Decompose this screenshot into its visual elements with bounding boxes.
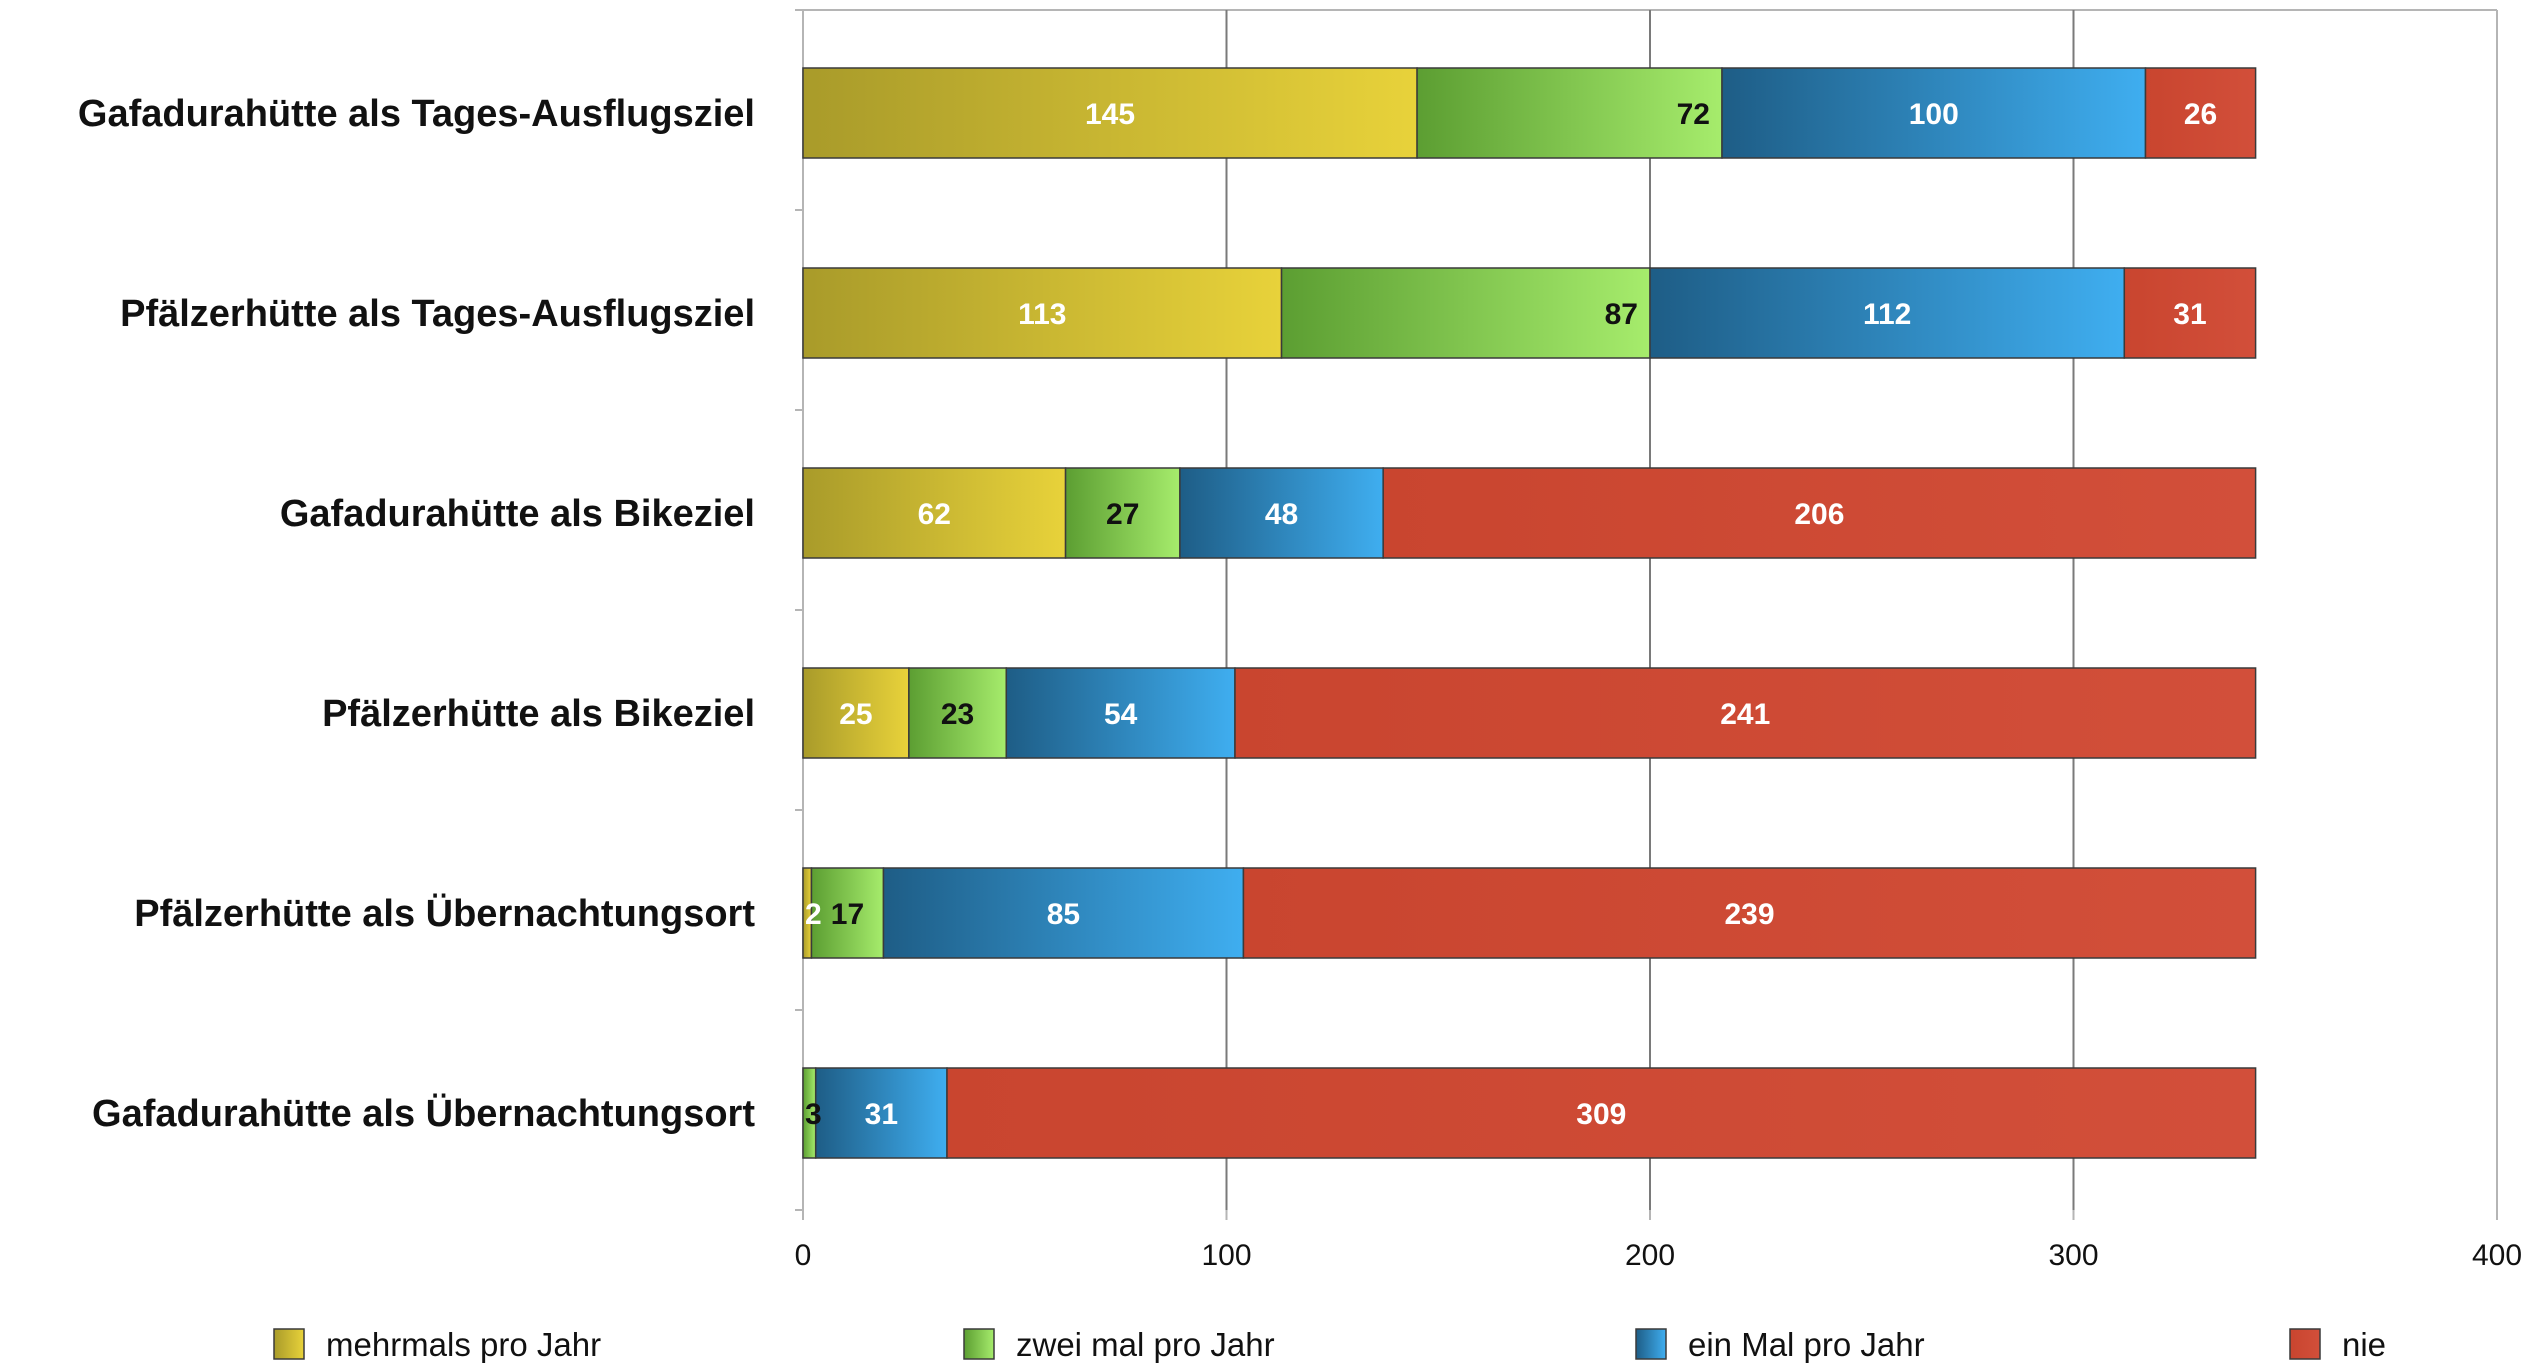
bar-segment (908, 667, 1008, 759)
bar-segment (1416, 67, 1723, 159)
bar-value-label: 87 (1605, 298, 1638, 331)
bar-value-label: 54 (1104, 698, 1138, 731)
legend-label: ein Mal pro Jahr (1688, 1326, 1925, 1363)
bar-value-label: 85 (1047, 898, 1080, 931)
category-label: Gafadurahütte als Übernachtungsort (92, 1092, 755, 1135)
bar-segment (946, 1067, 2257, 1159)
x-tick-label: 300 (2048, 1239, 2098, 1272)
bar-segment (1179, 467, 1384, 559)
category-label: Gafadurahütte als Bikeziel (280, 493, 755, 535)
bar-value-label: 31 (2173, 298, 2206, 331)
bar-value-label: 23 (941, 698, 974, 731)
bar-value-label: 48 (1265, 498, 1298, 531)
bar-value-label: 100 (1909, 98, 1959, 131)
bar-value-label: 241 (1720, 698, 1770, 731)
bar-segment (1649, 267, 2126, 359)
bar-value-label: 2 (805, 898, 822, 931)
bar-value-label: 206 (1794, 498, 1844, 531)
bar-value-label: 27 (1106, 498, 1139, 531)
category-label: Pfälzerhütte als Tages-Ausflugsziel (120, 293, 755, 335)
bar-value-label: 72 (1677, 98, 1710, 131)
bar-value-label: 62 (918, 498, 951, 531)
bar-value-label: 26 (2184, 98, 2217, 131)
x-tick-label: 200 (1625, 1239, 1675, 1272)
bar-segment (1005, 667, 1236, 759)
legend-swatch (2289, 1328, 2321, 1360)
bar-segment (1064, 467, 1181, 559)
legend: mehrmals pro Jahr zwei mal pro Jahr ein Ma… (273, 1326, 2386, 1363)
bar-segment (1234, 667, 2257, 759)
bars-layer: 145 72 100 26 113 87 112 31 62 27 48 206 25 23 54 241 2 1… (802, 67, 2257, 1159)
legend-label: mehrmals pro Jahr (326, 1326, 601, 1363)
x-tick-label: 400 (2472, 1239, 2522, 1272)
category-label: Pfälzerhütte als Bikeziel (322, 693, 755, 735)
legend-swatch (963, 1328, 995, 1360)
bar-value-label: 25 (839, 698, 872, 731)
bar-segment (810, 867, 885, 959)
bar-segment (802, 267, 1283, 359)
x-tick-label: 100 (1201, 1239, 1251, 1272)
bar-value-label: 31 (865, 1098, 898, 1131)
legend-label: zwei mal pro Jahr (1016, 1326, 1275, 1363)
bar-value-label: 3 (805, 1098, 822, 1131)
bar-value-label: 17 (831, 898, 864, 931)
category-label: Gafadurahütte als Tages-Ausflugsziel (78, 93, 755, 135)
bar-segment (1280, 267, 1651, 359)
bar-value-label: 145 (1085, 98, 1135, 131)
category-labels: Gafadurahütte als Tages-Ausflugsziel Pfäl… (78, 93, 755, 1135)
bar-segment (1242, 867, 2257, 959)
bar-segment (814, 1067, 948, 1159)
bar-segment (2144, 67, 2257, 159)
bar-segment (1721, 67, 2147, 159)
x-axis-ticks: 0 100 200 300 400 (795, 1210, 2522, 1272)
bar-segment (2123, 267, 2257, 359)
bar-value-label: 309 (1576, 1098, 1626, 1131)
bar-segment (802, 67, 1418, 159)
bar-value-label: 239 (1724, 898, 1774, 931)
bar-segment (1382, 467, 2257, 559)
legend-swatch (1635, 1328, 1667, 1360)
legend-label: nie (2342, 1326, 2386, 1363)
bar-value-label: 113 (1018, 298, 1066, 331)
grid-layer (795, 9, 2498, 1211)
category-label: Pfälzerhütte als Übernachtungsort (134, 892, 755, 935)
legend-swatch (273, 1328, 305, 1360)
x-tick-label: 0 (795, 1239, 812, 1272)
bar-value-label: 112 (1863, 298, 1911, 331)
